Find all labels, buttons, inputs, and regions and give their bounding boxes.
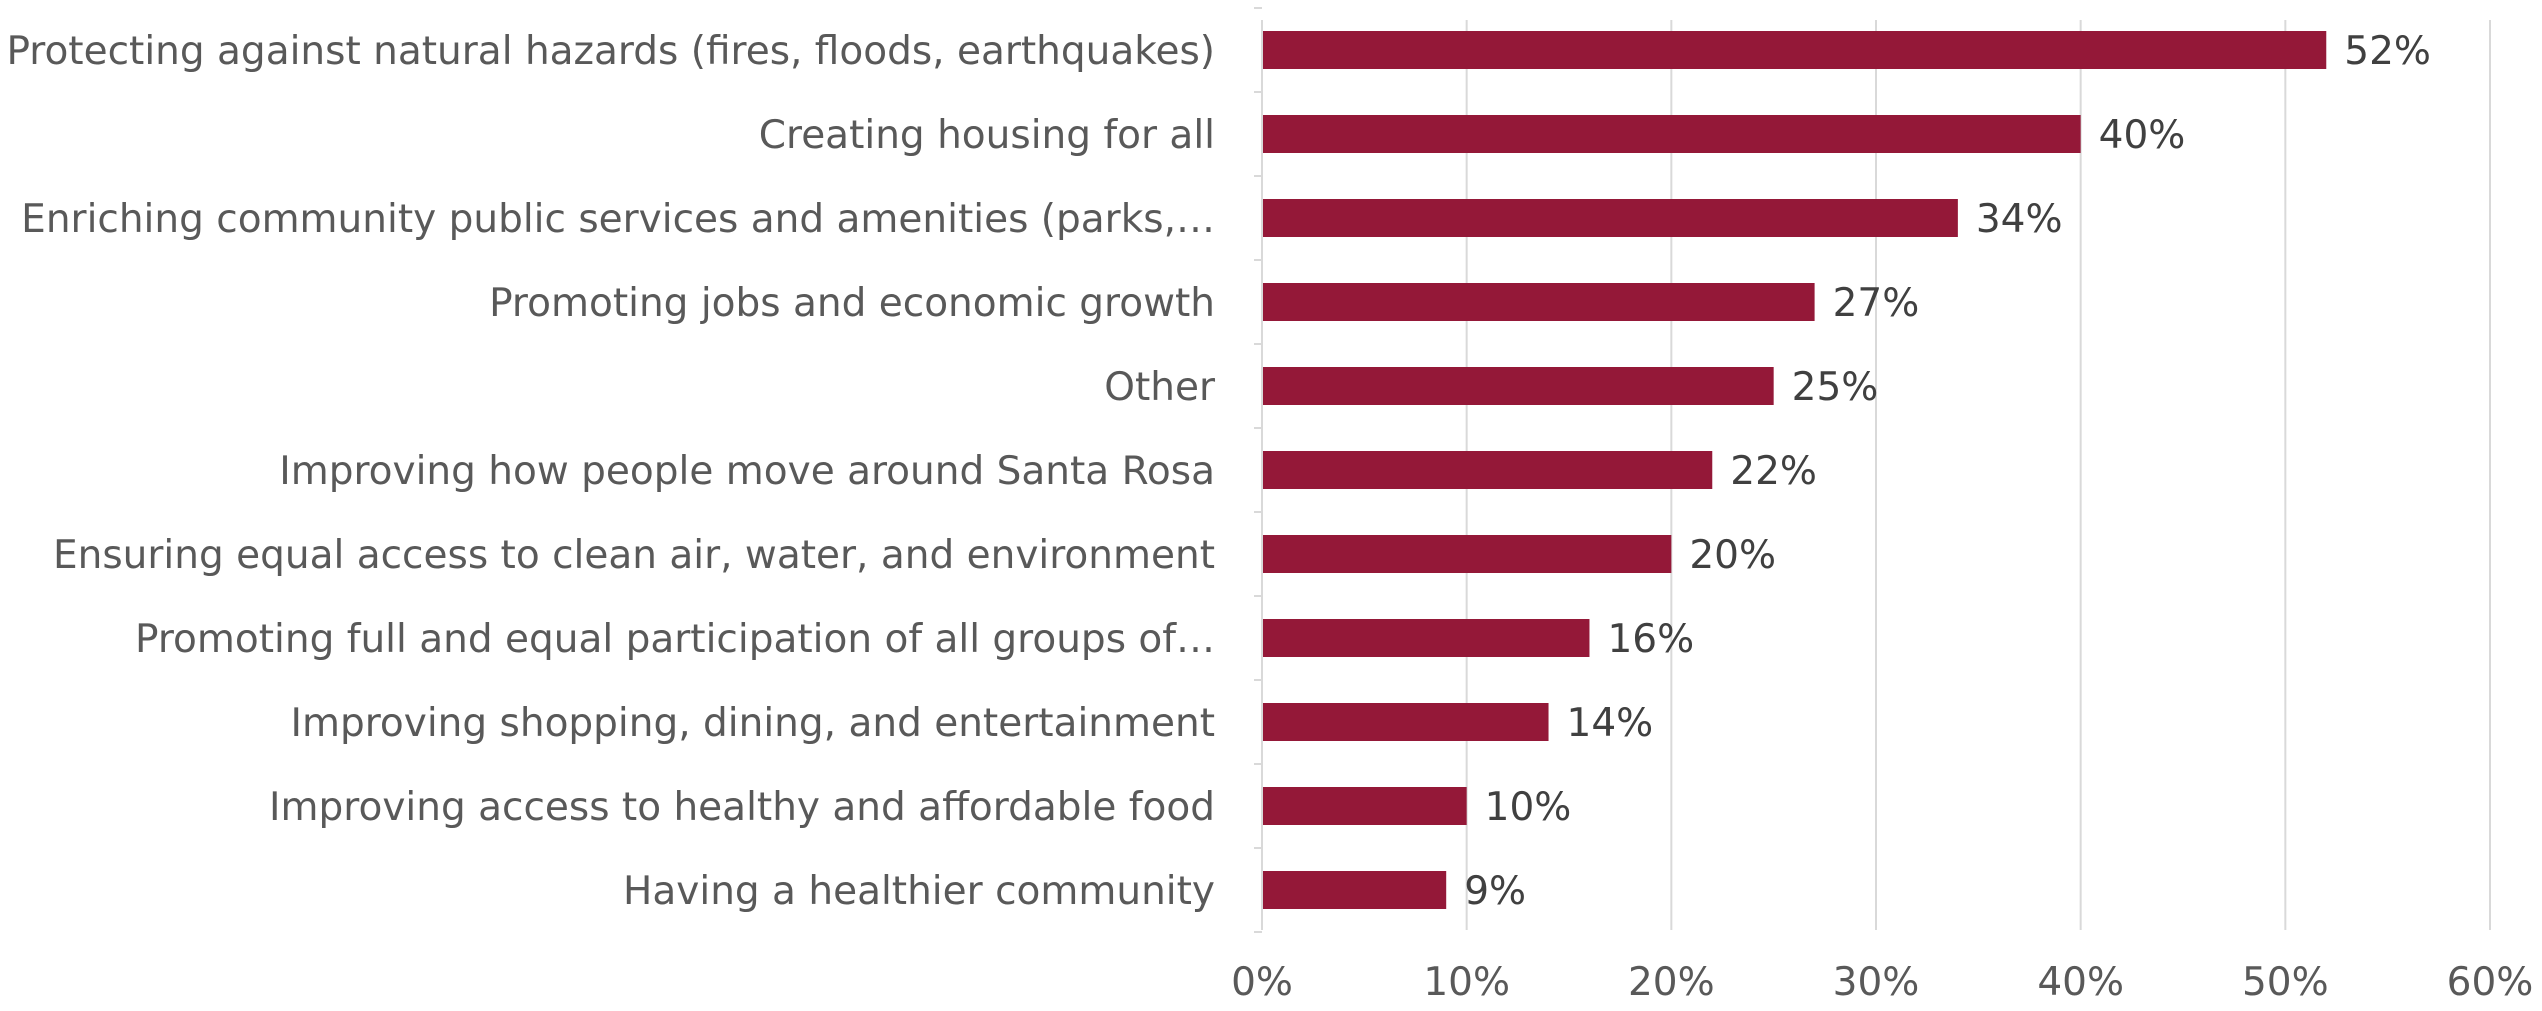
bar	[1263, 31, 2327, 69]
category-label: Creating housing for all	[759, 113, 1215, 158]
category-label: Enriching community public services and …	[21, 197, 1215, 242]
category-label: Having a healthier community	[623, 869, 1215, 914]
data-label: 9%	[1464, 869, 1526, 914]
value-labels: 52% 40% 34% 27% 25% 22% 20% 16% 14% 10% 9%	[1464, 29, 2431, 914]
bar	[1263, 199, 1958, 237]
x-tick-label: 10%	[1423, 960, 1510, 1005]
x-tick-label: 60%	[2447, 960, 2534, 1005]
bar	[1263, 787, 1467, 825]
data-label: 14%	[1567, 701, 1654, 746]
bars	[1263, 31, 2327, 909]
x-tick-label: 50%	[2242, 960, 2329, 1005]
bar	[1263, 703, 1549, 741]
data-label: 52%	[2344, 29, 2431, 74]
bar	[1263, 535, 1672, 573]
bar	[1263, 283, 1815, 321]
category-label: Other	[1104, 365, 1216, 410]
data-label: 40%	[2099, 113, 2186, 158]
bar	[1263, 871, 1447, 909]
x-tick-label: 30%	[1833, 960, 1920, 1005]
bar	[1263, 367, 1774, 405]
category-label: Ensuring equal access to clean air, wate…	[53, 533, 1215, 578]
category-label: Improving shopping, dining, and entertai…	[290, 701, 1215, 746]
x-tick-label: 0%	[1231, 960, 1293, 1005]
bar	[1263, 451, 1713, 489]
category-label: Improving how people move around Santa R…	[279, 449, 1215, 494]
category-label: Improving access to healthy and affordab…	[269, 785, 1215, 830]
bar	[1263, 619, 1590, 657]
data-label: 34%	[1976, 197, 2063, 242]
bar	[1263, 115, 2081, 153]
gridlines	[1254, 7, 2491, 933]
x-tick-label: 40%	[2037, 960, 2124, 1005]
data-label: 22%	[1730, 449, 1817, 494]
category-labels: Protecting against natural hazards (fire…	[6, 29, 1216, 914]
data-label: 10%	[1485, 785, 1572, 830]
data-label: 16%	[1607, 617, 1694, 662]
data-label: 25%	[1792, 365, 1879, 410]
category-label: Protecting against natural hazards (fire…	[6, 29, 1215, 74]
x-tick-label: 20%	[1628, 960, 1715, 1005]
data-label: 20%	[1689, 533, 1776, 578]
data-label: 27%	[1833, 281, 1920, 326]
x-axis-tick-labels: 0% 10% 20% 30% 40% 50% 60%	[1231, 960, 2533, 1005]
category-label: Promoting full and equal participation o…	[135, 617, 1215, 662]
category-label: Promoting jobs and economic growth	[489, 281, 1215, 326]
